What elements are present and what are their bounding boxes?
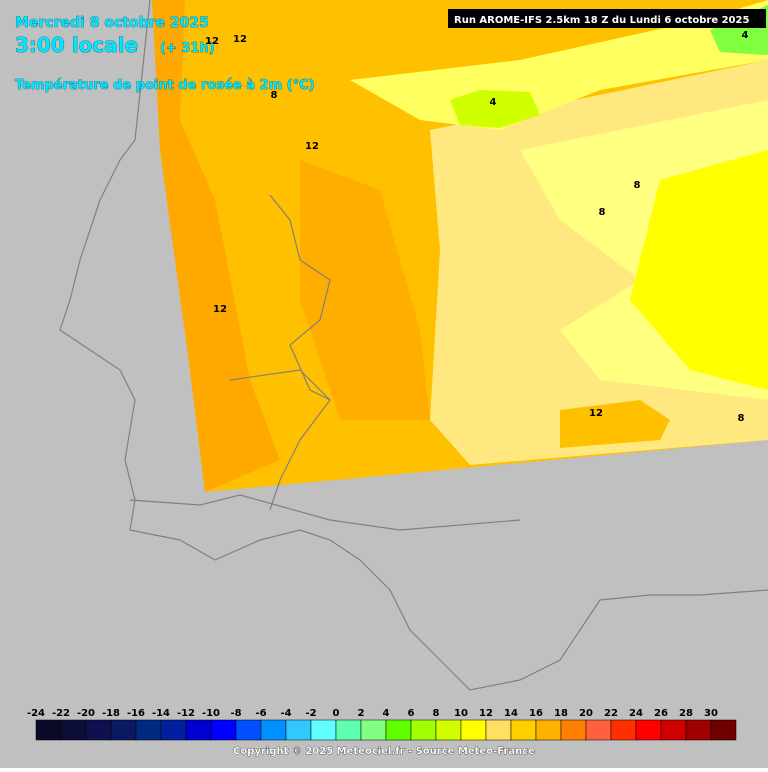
legend-label: -20 (77, 708, 95, 719)
legend-label: 0 (333, 708, 340, 719)
contour-label: 4 (490, 97, 497, 108)
cool-zone (630, 150, 768, 390)
legend-swatch (210, 719, 237, 741)
legend-swatch (635, 719, 662, 741)
warm-zone (300, 160, 430, 420)
legend-label: 8 (433, 708, 440, 719)
legend-swatch (685, 719, 712, 741)
warm-zone (560, 400, 670, 448)
legend-label: 24 (629, 708, 643, 719)
legend-label: 12 (479, 708, 493, 719)
legend-label: -6 (255, 708, 266, 719)
contour-label: 12 (589, 408, 603, 419)
borders (59, 0, 768, 691)
legend-swatch (460, 719, 487, 741)
legend-swatch (335, 719, 362, 741)
legend-swatch (260, 719, 287, 741)
legend-swatch (510, 719, 537, 741)
legend-label: 28 (679, 708, 693, 719)
legend-swatch (185, 719, 212, 741)
legend-label: -8 (230, 708, 241, 719)
legend-label: 4 (383, 708, 390, 719)
local-time: 3:00 locale (15, 33, 138, 57)
legend-swatch (110, 719, 137, 741)
legend-label: 30 (704, 708, 718, 719)
legend-swatch (660, 719, 687, 741)
legend-swatch (485, 719, 512, 741)
contour-label: 12 (305, 141, 319, 152)
contour-label: 8 (599, 207, 606, 218)
legend-swatch (310, 719, 337, 741)
legend-swatch (710, 719, 737, 741)
run-box (448, 9, 766, 28)
contour-label: 8 (738, 413, 745, 424)
legend-swatch (135, 719, 162, 741)
legend-label: 26 (654, 708, 668, 719)
legend-swatch (560, 719, 587, 741)
contour-label: 8 (271, 90, 278, 101)
legend-swatch (85, 719, 112, 741)
copyright: Copyright © 2025 Meteociel.fr - Source M… (233, 746, 535, 757)
run-info: Run AROME-IFS 2.5km 18 Z du Lundi 6 octo… (454, 15, 749, 26)
legend-swatch (385, 719, 412, 741)
legend-label: -18 (102, 708, 120, 719)
legend-label: -10 (202, 708, 220, 719)
contour-label: 4 (742, 30, 749, 41)
contour-label: 12 (205, 36, 219, 47)
legend-label: 18 (554, 708, 568, 719)
legend-label: -12 (177, 708, 195, 719)
parameter: Température de point de rosée à 2m (°C) (15, 78, 315, 93)
legend-label: -4 (280, 708, 291, 719)
legend-swatch (585, 719, 612, 741)
contour-label: 12 (213, 304, 227, 315)
legend-swatch (285, 719, 312, 741)
warm-zone (152, 0, 280, 492)
legend-swatch (235, 719, 262, 741)
contour-label: 12 (233, 34, 247, 45)
legend-label: 20 (579, 708, 593, 719)
legend-label: 10 (454, 708, 468, 719)
legend-label: -24 (27, 708, 45, 719)
lead-time: (+ 31h) (160, 41, 215, 56)
date: Mercredi 8 octobre 2025 (15, 15, 209, 31)
legend-label: -22 (52, 708, 70, 719)
legend-label: -14 (152, 708, 170, 719)
legend-label: 2 (358, 708, 365, 719)
mild-zone (350, 0, 768, 130)
legend-label: 14 (504, 708, 518, 719)
legend-label: -2 (305, 708, 316, 719)
legend-label: -16 (127, 708, 145, 719)
legend-label: 6 (408, 708, 415, 719)
legend-swatch (435, 719, 462, 741)
legend-swatch (35, 719, 62, 741)
legend-label: 22 (604, 708, 618, 719)
legend-swatch (360, 719, 387, 741)
cold-zone (450, 90, 540, 128)
legend-swatch (60, 719, 87, 741)
legend-swatch (410, 719, 437, 741)
legend-swatch (535, 719, 562, 741)
legend-label: 16 (529, 708, 543, 719)
legend-swatch (160, 719, 187, 741)
contour-label: 8 (634, 180, 641, 191)
legend-swatch (610, 719, 637, 741)
